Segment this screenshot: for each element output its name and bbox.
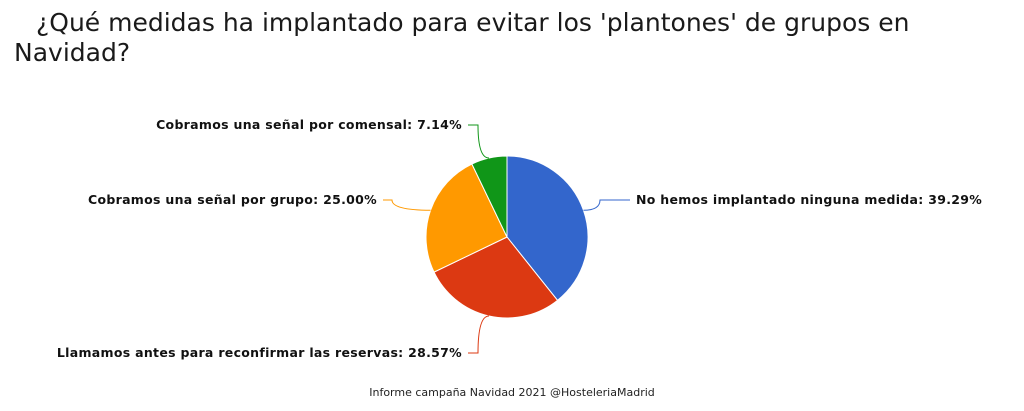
pie-slice	[506, 155, 589, 302]
slice-label: Cobramos una señal por comensal: 7.14%	[156, 117, 462, 132]
slice-label: Llamamos antes para reconfirmar las rese…	[57, 345, 462, 360]
pie-slices	[425, 155, 589, 319]
chart-title: ¿Qué medidas ha implantado para evitar l…	[14, 8, 910, 67]
pie-slice	[425, 163, 508, 273]
leader-line	[383, 199, 431, 211]
footer-credit: Informe campaña Navidad 2021 @Hosteleria…	[369, 386, 655, 399]
slice-labels: No hemos implantado ninguna medida: 39.2…	[57, 117, 982, 360]
leader-line	[468, 124, 490, 159]
leader-lines	[383, 124, 630, 354]
slice-label: No hemos implantado ninguna medida: 39.2…	[636, 192, 982, 207]
slice-label: Cobramos una señal por grupo: 25.00%	[88, 192, 377, 207]
leader-line	[468, 315, 490, 354]
leader-line	[583, 199, 630, 211]
pie-slice	[471, 155, 508, 238]
